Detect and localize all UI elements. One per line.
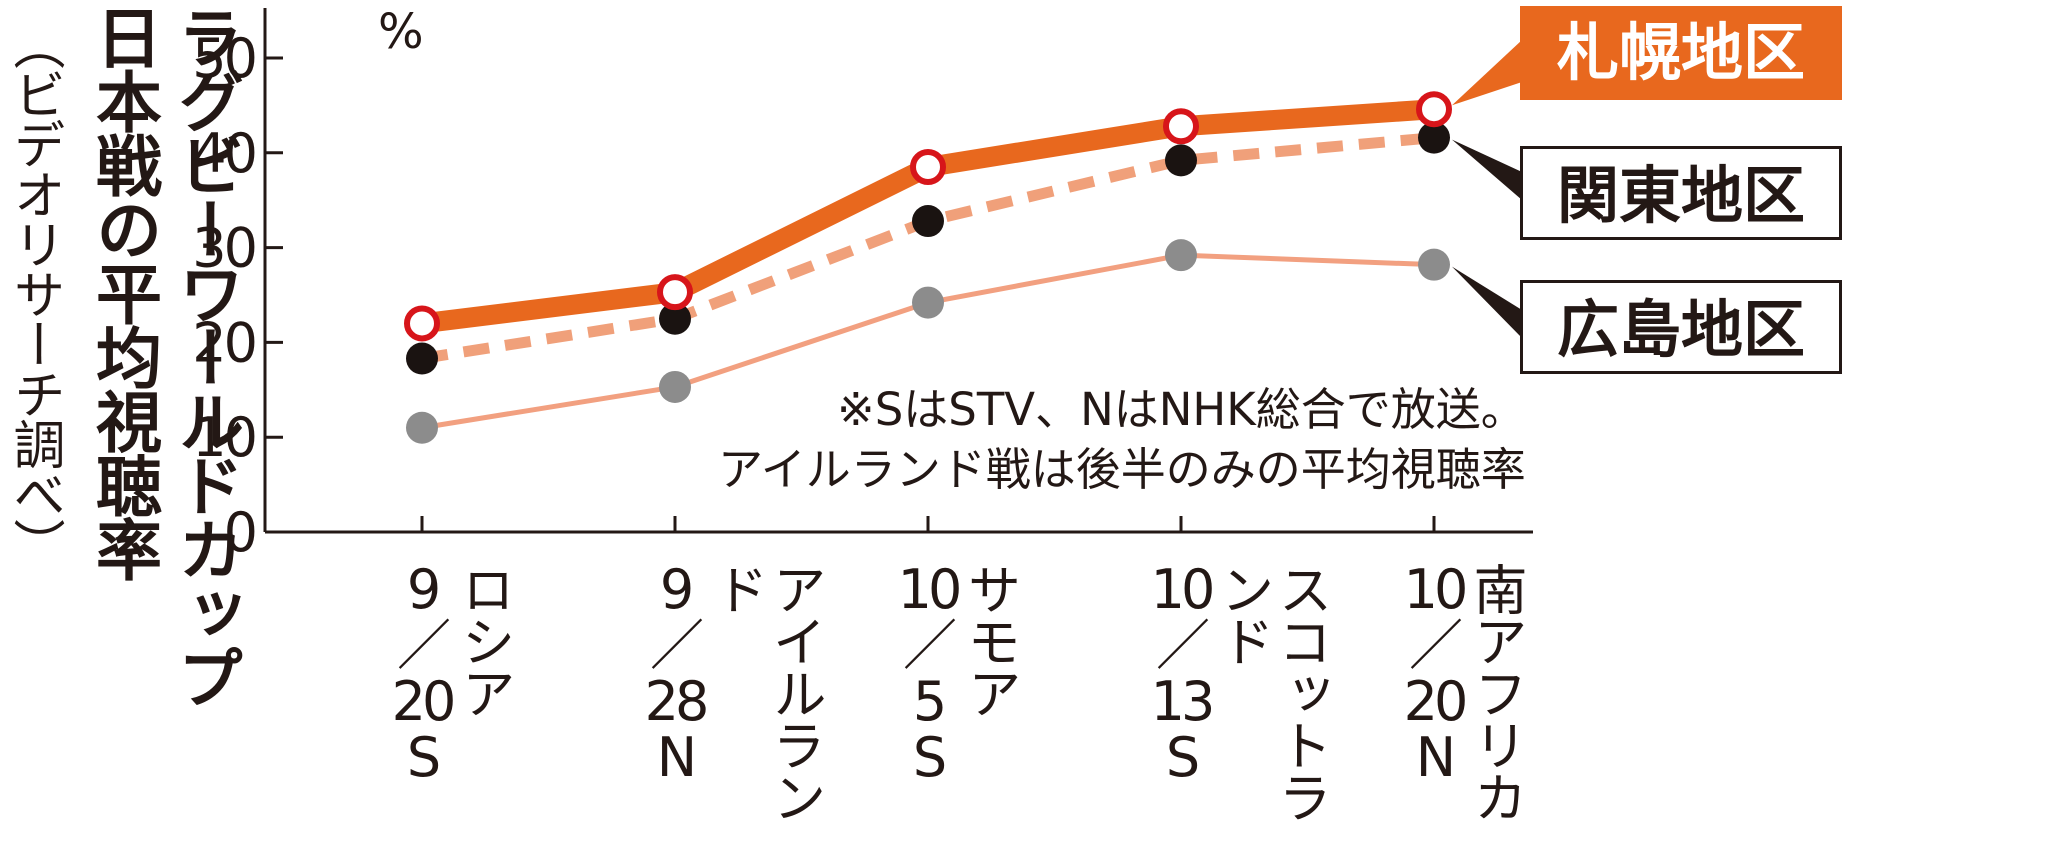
hiroshima-marker: [1418, 248, 1450, 281]
y-tick-label: 20: [192, 311, 255, 374]
footnote: ※SはSTV、NはNHK総合で放送。 アイルランド戦は後半のみの平均視聴率: [718, 380, 1526, 500]
category-label-4: 南アフリカ 10 ／ 20 N: [1403, 558, 1527, 823]
hiroshima-marker: [406, 411, 438, 444]
series-markers: [404, 91, 1452, 444]
category-opponent: スコットラ: [1269, 562, 1332, 822]
category-label-2: サモア 10 ／ 5 S: [897, 558, 1021, 789]
hiroshima-marker: [1165, 239, 1197, 272]
category-label-3: スコットラ ンド 10 ／ 13 S: [1150, 558, 1332, 823]
category-label-0: ロシア 9 ／ 20 S: [391, 558, 515, 789]
legend-kanto: 関東地区: [1520, 146, 1842, 240]
y-tick-label: 10: [192, 406, 255, 469]
sapporo-marker: [404, 305, 440, 342]
legend-hiroshima: 広島地区: [1520, 280, 1842, 374]
category-date: 10 ／ 13 S: [1150, 558, 1216, 789]
axes: 0 10 20 30 40 50: [192, 8, 1533, 564]
y-tick-label: 40: [192, 122, 255, 185]
hiroshima-marker: [912, 286, 944, 319]
y-tick-label: 0: [224, 501, 255, 564]
sapporo-marker: [1416, 91, 1452, 128]
kanto-marker: [659, 302, 691, 335]
kanto-marker: [1418, 121, 1450, 154]
chart-title-line3: （ビデオリサーチ調べ）: [4, 18, 64, 568]
category-opponent: アイルラン: [763, 562, 826, 822]
y-axis-unit: %: [378, 4, 424, 60]
legend-pointer-1: [1452, 139, 1522, 200]
sapporo-marker: [1163, 108, 1199, 145]
y-tick-label: 50: [192, 27, 255, 90]
category-opponent: ロシア: [452, 562, 515, 718]
category-label-1: アイルランド 9 ／ 28 N: [644, 558, 826, 823]
y-tick-label: 30: [192, 217, 255, 280]
kanto-marker: [406, 342, 438, 375]
category-opponent: ド: [705, 562, 768, 614]
category-opponent: 南アフリカ: [1464, 562, 1527, 822]
hiroshima-marker: [659, 370, 691, 403]
footnote-line1: ※SはSTV、NはNHK総合で放送。: [836, 383, 1526, 436]
chart-title-line2: 日本戦の平均視聴率: [85, 4, 162, 580]
category-date: 9 ／ 28 N: [644, 558, 710, 789]
category-opponent: サモア: [958, 562, 1021, 718]
category-opponent: ンド: [1211, 562, 1274, 666]
sapporo-marker: [910, 149, 946, 186]
legend-sapporo: 札幌地区: [1520, 6, 1842, 100]
kanto-marker: [1165, 144, 1197, 177]
category-date: 10 ／ 5 S: [897, 558, 963, 789]
sapporo-marker: [657, 274, 693, 311]
legend-pointers: [1452, 40, 1522, 338]
footnote-line2: アイルランド戦は後半のみの平均視聴率: [718, 443, 1526, 496]
chart-title-line1: ラグビーワールドカップ: [167, 4, 244, 708]
legend-pointer-0: [1452, 40, 1522, 106]
legend-pointer-2: [1452, 266, 1522, 338]
category-date: 10 ／ 20 N: [1403, 558, 1469, 789]
category-date: 9 ／ 20 S: [391, 558, 457, 789]
kanto-marker: [912, 205, 944, 238]
